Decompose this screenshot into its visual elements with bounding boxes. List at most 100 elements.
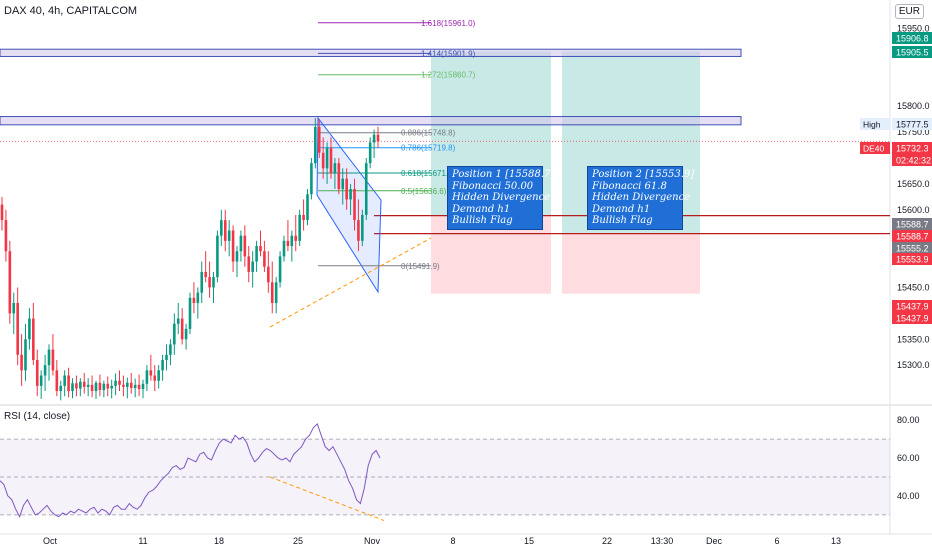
candle-body: [306, 194, 309, 221]
price-label: 15437.9: [896, 314, 929, 324]
time-tick-label: 8: [450, 536, 455, 546]
price-tick-label: 15300.0: [897, 360, 930, 370]
candle-body: [102, 383, 106, 391]
candle-body: [24, 339, 27, 371]
candle-body: [161, 359, 164, 371]
candle-body: [278, 256, 282, 283]
price-label-box: [892, 253, 932, 265]
position-2-loss-zone: [562, 233, 700, 294]
fib-label: 0.618(15671.0): [401, 169, 456, 178]
candle-body: [63, 375, 66, 386]
candle-body: [325, 147, 329, 169]
price-tick-label: 15950.0: [897, 23, 930, 33]
time-tick-label: Oct: [43, 536, 58, 546]
candle-body: [4, 220, 8, 252]
candle-body: [71, 383, 74, 392]
candle-body: [314, 126, 317, 164]
candle-body: [114, 380, 117, 386]
currency-selector[interactable]: EUR: [894, 4, 924, 19]
price-label-box: [892, 142, 932, 154]
candle-body: [188, 297, 192, 329]
position-1-line: Bullish Flag: [452, 215, 513, 226]
rsi-indicator-title[interactable]: RSI (14, close): [4, 411, 71, 422]
price-label: 15906.8: [896, 34, 929, 44]
candle-body: [220, 220, 223, 236]
position-2-line: Bullish Flag: [592, 215, 653, 226]
candle-body: [59, 385, 63, 392]
symbol-title: DAX 40, 4h, CAPITALCOM: [4, 5, 138, 17]
candle-body: [12, 303, 16, 314]
time-tick-label: Nov: [364, 536, 381, 546]
candle-body: [165, 354, 168, 360]
price-label-box: [892, 218, 932, 230]
candle-body: [208, 277, 211, 288]
position-1-note[interactable]: Position 1 [15588.7] Fibonacci 50.00 Hid…: [447, 166, 554, 230]
candle-body: [90, 384, 94, 392]
position-1-line: Demand h1: [452, 203, 511, 215]
position-1-line: Fibonacci 50.00: [452, 180, 534, 192]
candle-body: [364, 163, 368, 215]
time-tick-label: 13:30: [651, 536, 674, 546]
price-label: 15588.7: [896, 232, 929, 242]
position-2-line: Fibonacci 61.8: [592, 180, 667, 192]
candle-body: [180, 318, 184, 340]
candle-body: [329, 147, 333, 174]
candle-body: [317, 126, 321, 153]
time-tick-label: 25: [293, 536, 303, 546]
candle-body: [137, 384, 141, 389]
candle-body: [357, 220, 360, 241]
price-label-box: [892, 118, 932, 130]
candle-body: [39, 375, 43, 386]
candle-body: [157, 370, 160, 381]
candle-body: [86, 384, 90, 387]
position-2-line: Position 2 [15553.9]: [592, 169, 695, 180]
rsi-tick-label: 40.00: [897, 491, 920, 501]
candle-body: [169, 344, 172, 355]
price-label: 15732.3: [896, 144, 929, 154]
candle-body: [110, 385, 113, 389]
candle-body: [94, 382, 98, 392]
candle-body: [298, 214, 301, 241]
candle-body: [216, 235, 219, 278]
price-label-box: [892, 230, 932, 242]
position-1-line: Hidden Divergence: [452, 192, 551, 203]
candle-body: [118, 380, 121, 385]
price-label: 15905.5: [896, 48, 929, 58]
fib-label: 0(15491.9): [401, 262, 440, 271]
time-tick-label: 15: [524, 536, 534, 546]
candle-body: [192, 297, 196, 303]
candle-body: [223, 220, 227, 241]
candle-body: [20, 354, 23, 371]
resistance-zone: [0, 48, 742, 57]
fib-label: 0.886(15748.8): [401, 129, 456, 138]
candle-body: [98, 382, 102, 391]
time-tick-label: 18: [214, 536, 224, 546]
candle-body: [32, 318, 35, 360]
price-tick-label: 15600.0: [897, 205, 930, 215]
price-label: 15588.7: [896, 220, 929, 230]
price-tick-label: 15750.0: [897, 127, 930, 137]
candle-body: [251, 261, 254, 272]
candle-body: [231, 230, 235, 262]
candle-body: [274, 282, 278, 303]
candle-body: [184, 328, 188, 340]
candle-body: [267, 266, 270, 283]
candle-body: [106, 383, 110, 389]
price-tick-label: 15800.0: [897, 101, 930, 111]
candle-body: [67, 375, 70, 392]
candle-body: [204, 271, 207, 278]
price-tag: High: [863, 120, 881, 130]
price-label-box: [892, 242, 932, 254]
price-tick-label: 15650.0: [897, 179, 930, 189]
candle-body: [196, 292, 200, 303]
position-2-line: Demand h1: [592, 203, 651, 215]
position-2-note[interactable]: Position 2 [15553.9] Fibonacci 61.8 Hidd…: [587, 166, 695, 230]
candle-body: [75, 383, 78, 389]
position-2-line: Hidden Divergence: [592, 192, 691, 203]
candle-body: [302, 214, 305, 221]
price-tag-box: [860, 118, 890, 130]
price-trendline: [269, 237, 432, 328]
resistance-zone: [0, 116, 742, 126]
rsi-trendline: [269, 476, 385, 521]
